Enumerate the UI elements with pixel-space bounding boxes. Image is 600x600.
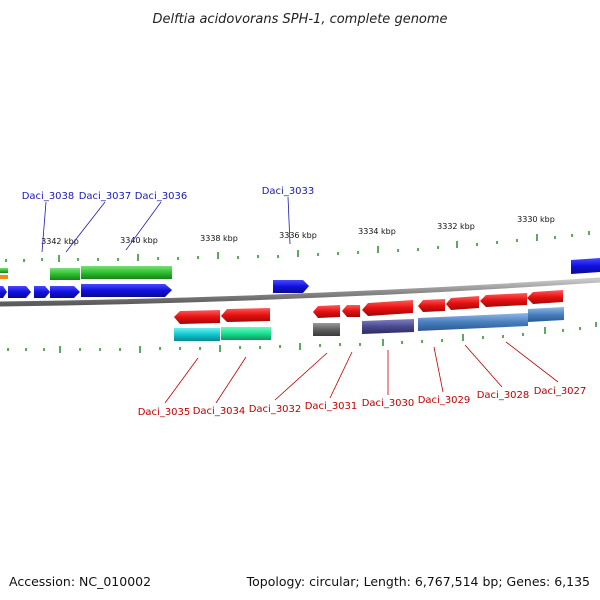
gene-daci-3038[interactable] [50,286,80,298]
gene-daci-3037-3036[interactable] [81,284,172,297]
gene-label-daci-3032[interactable]: Daci_3032 [249,404,302,415]
gene-label-daci-3030[interactable]: Daci_3030 [362,398,415,409]
scale-label-3338: 3338 kbp [200,234,238,243]
gene-daci-3029-a[interactable] [418,299,445,312]
lower-tick-row [7,322,597,353]
feature-bar-left-orange[interactable] [0,275,8,279]
upper-tick-row [5,231,590,262]
forward-leader-lines [41,196,291,253]
gene-forward-left-3[interactable] [34,286,50,298]
feature-bar-daci-3027[interactable] [528,307,564,322]
gene-daci-3035[interactable] [174,310,220,324]
gene-label-daci-3029[interactable]: Daci_3029 [418,395,471,406]
gene-daci-3034[interactable] [221,308,270,322]
gene-label-daci-3038[interactable]: Daci_3038 [22,191,75,202]
gene-forward-right[interactable] [571,258,600,274]
map-title: Delftia acidovorans SPH-1, complete geno… [152,12,447,27]
gene-label-daci-3031[interactable]: Daci_3031 [305,401,358,412]
gene-label-daci-3033[interactable]: Daci_3033 [262,186,315,197]
gene-label-daci-3035[interactable]: Daci_3035 [138,407,191,418]
feature-bar-daci-3038[interactable] [50,268,80,280]
gene-forward-left-2[interactable] [8,286,31,298]
gene-daci-3028[interactable] [480,293,527,307]
scale-label-3332: 3332 kbp [437,222,475,231]
gene-label-daci-3028[interactable]: Daci_3028 [477,390,530,401]
gene-label-daci-3037[interactable]: Daci_3037 [79,191,132,202]
feature-bar-left-green[interactable] [0,268,8,273]
genome-summary-text: Topology: circular; Length: 6,767,514 bp… [246,574,590,589]
scale-label-3340: 3340 kbp [120,236,158,245]
feature-bar-daci-3037-3036[interactable] [81,266,172,279]
feature-bar-daci-3029-3028[interactable] [418,313,528,331]
gene-forward-left-1[interactable] [0,286,7,298]
genome-backbone [0,277,600,307]
gene-label-daci-3036[interactable]: Daci_3036 [135,191,188,202]
feature-bar-daci-3034[interactable] [221,327,271,340]
gene-daci-3030[interactable] [362,300,413,316]
scale-label-3342: 3342 kbp [41,237,79,246]
gene-daci-3032[interactable] [313,305,340,318]
scale-label-3336: 3336 kbp [279,231,317,240]
scale-label-3330: 3330 kbp [517,215,555,224]
scale-label-3334: 3334 kbp [358,227,396,236]
gene-daci-3029-b[interactable] [446,296,479,310]
feature-bar-daci-3035[interactable] [174,328,220,341]
gene-daci-3033[interactable] [273,280,309,293]
feature-bar-daci-3030[interactable] [362,319,414,334]
gene-label-daci-3034[interactable]: Daci_3034 [193,406,246,417]
gene-label-daci-3027[interactable]: Daci_3027 [534,386,587,397]
gene-daci-3031[interactable] [342,305,360,317]
accession-text: Accession: NC_010002 [9,574,151,589]
gene-daci-3027[interactable] [527,290,563,304]
feature-bar-daci-3032[interactable] [313,323,340,336]
reverse-leader-lines [164,341,559,404]
